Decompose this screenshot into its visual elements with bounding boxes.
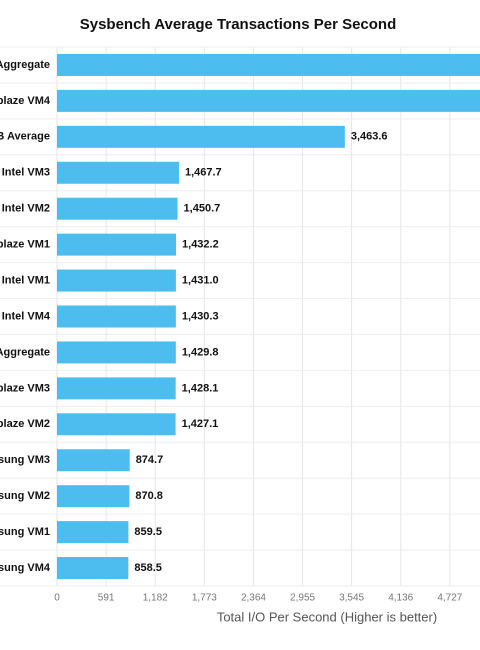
data-label: 1,450.7 — [184, 203, 221, 215]
y-tick-label: nsung VM4 — [0, 562, 51, 574]
x-axis-label: Total I/O Per Second (Higher is better) — [217, 609, 437, 624]
y-tick-label: Intel VM1 — [2, 274, 50, 286]
data-label: 1,429.8 — [182, 346, 219, 358]
data-label: 1,432.2 — [182, 239, 219, 251]
bar — [57, 53, 480, 76]
bar — [57, 197, 178, 220]
bar — [57, 89, 480, 112]
y-tick-label: ablaze VM3 — [0, 382, 50, 394]
data-label: 1,431.0 — [182, 274, 219, 286]
bar — [57, 485, 130, 508]
y-tick-label: ablaze VM2 — [0, 418, 50, 430]
bar — [57, 125, 345, 148]
bar — [57, 341, 176, 364]
data-label: 870.8 — [135, 490, 163, 502]
bar — [57, 305, 176, 328]
x-tick-label: 2,955 — [290, 593, 315, 604]
y-tick-label: nsung VM3 — [0, 454, 50, 466]
y-tick-label: nsung VM2 — [0, 490, 50, 502]
bar — [57, 233, 177, 256]
data-label: 1,427.1 — [182, 418, 219, 430]
y-tick-label: TB Average — [0, 131, 50, 143]
x-tick-label: 1,773 — [192, 593, 217, 604]
bar — [57, 521, 129, 544]
bar — [57, 377, 176, 400]
y-tick-label: Aggregate — [0, 59, 50, 71]
y-tick-label: Intel VM3 — [2, 167, 50, 179]
y-tick-label: ablaze VM1 — [0, 239, 50, 251]
x-tick-label: 0 — [54, 593, 60, 604]
bar — [57, 557, 129, 580]
y-tick-label: ablaze VM4 — [0, 95, 51, 107]
bar — [57, 449, 130, 472]
y-tick-label: Intel VM4 — [2, 310, 51, 322]
x-tick-label: 4,727 — [437, 593, 462, 604]
data-label: 874.7 — [136, 454, 164, 466]
data-label: 1,467.7 — [185, 167, 222, 179]
data-label: 3,463.6 — [351, 131, 388, 143]
chart-title: Sysbench Average Transactions Per Second — [80, 16, 397, 33]
x-tick-label: 2,364 — [241, 593, 266, 604]
bar — [57, 161, 179, 184]
bar — [57, 269, 176, 292]
x-tick-label: 591 — [98, 593, 115, 604]
data-label: 1,430.3 — [182, 310, 219, 322]
y-tick-label: nsung VM1 — [0, 526, 50, 538]
x-tick-label: 3,545 — [339, 593, 364, 604]
data-label: 859.5 — [134, 526, 162, 538]
data-label: 1,428.1 — [182, 382, 219, 394]
bars — [57, 53, 480, 580]
x-tick-label: 1,182 — [143, 593, 168, 604]
y-tick-label: Intel VM2 — [2, 203, 50, 215]
x-tick-label: 4,136 — [388, 593, 413, 604]
y-tick-label: Aggregate — [0, 346, 50, 358]
data-label: 858.5 — [134, 562, 162, 574]
bar — [57, 413, 176, 436]
